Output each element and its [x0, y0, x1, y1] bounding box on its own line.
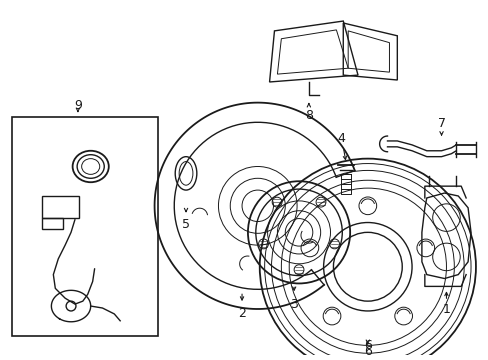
Text: 3: 3 — [289, 298, 298, 311]
Bar — [12, 117, 157, 336]
Text: 9: 9 — [74, 99, 81, 112]
Text: 6: 6 — [363, 345, 371, 358]
Text: 8: 8 — [304, 109, 312, 122]
Text: 6: 6 — [363, 339, 371, 352]
Bar — [41, 217, 63, 229]
Bar — [41, 196, 79, 217]
Text: 7: 7 — [437, 117, 445, 130]
Text: 4: 4 — [337, 132, 345, 145]
Text: 5: 5 — [182, 218, 190, 231]
Text: 2: 2 — [238, 307, 245, 320]
Text: 1: 1 — [442, 303, 449, 316]
